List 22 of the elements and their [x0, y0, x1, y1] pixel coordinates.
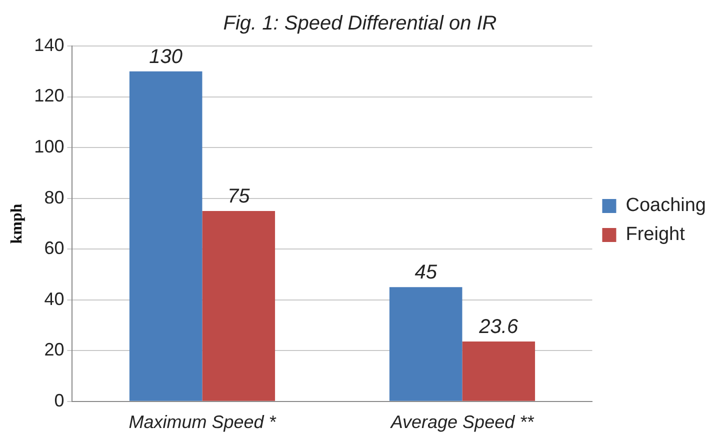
y-tick-label: 100 — [34, 136, 64, 157]
x-tick-label: Average Speed ** — [390, 412, 535, 432]
y-axis-title: kmph — [8, 204, 26, 244]
bar — [202, 211, 276, 401]
bar — [129, 71, 202, 401]
legend-label: Coaching — [626, 195, 706, 216]
y-tick-label: 120 — [34, 86, 64, 106]
y-tick-label: 80 — [44, 187, 64, 208]
legend-label: Freight — [626, 224, 686, 246]
x-tick-label: Maximum Speed * — [128, 412, 277, 432]
data-label: 130 — [149, 46, 183, 68]
bar — [389, 287, 462, 401]
y-tick-label: 140 — [34, 34, 64, 55]
y-tick-label: 40 — [44, 288, 64, 309]
data-label: 23.6 — [478, 316, 519, 338]
data-label: 75 — [228, 186, 251, 208]
bar — [462, 341, 536, 401]
y-tick-label: 0 — [54, 390, 64, 410]
y-tick-label: 20 — [44, 340, 64, 360]
y-tick-label: 60 — [44, 238, 64, 258]
data-label: 45 — [414, 262, 438, 284]
chart-title: Fig. 1: Speed Differential on IR — [223, 12, 497, 35]
